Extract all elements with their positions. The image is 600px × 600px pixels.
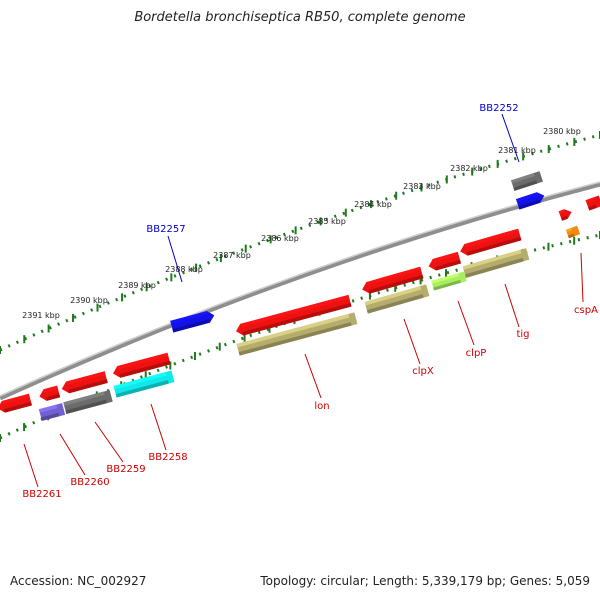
gene-label-leaders — [23, 113, 584, 488]
scale-tick-label: 2384 kbp — [354, 200, 392, 209]
gene-label[interactable]: BB2261 — [22, 489, 61, 500]
gene-label-leader — [504, 283, 520, 328]
gene-label[interactable]: BB2259 — [106, 464, 145, 475]
gene-block[interactable] — [427, 251, 462, 272]
gene-label[interactable]: clpP — [466, 348, 487, 359]
gene-block[interactable] — [558, 207, 574, 221]
outer-scale-ring — [0, 133, 600, 352]
gene-label[interactable]: BB2260 — [70, 477, 109, 488]
gene-block[interactable] — [462, 248, 530, 278]
gene-label[interactable]: BB2258 — [148, 452, 187, 463]
scale-tick-label: 2383 kbp — [403, 182, 441, 191]
gene-label[interactable]: clpX — [412, 366, 434, 377]
gene-block[interactable] — [431, 271, 467, 291]
gene-block[interactable] — [236, 312, 358, 356]
gene-block[interactable] — [459, 228, 522, 258]
gene-label[interactable]: lon — [314, 401, 329, 412]
gene-label-leader — [23, 443, 39, 488]
gene-label-leader — [580, 252, 584, 303]
gene-block[interactable] — [565, 225, 581, 239]
gene-label[interactable]: cspA — [574, 305, 598, 316]
scale-tick-label: 2382 kbp — [450, 164, 488, 173]
gene-label-leader — [403, 318, 421, 365]
gene-block[interactable] — [515, 190, 546, 210]
gene-block[interactable] — [0, 393, 32, 414]
gene-label-leader — [94, 421, 124, 463]
gene-label-leader — [501, 113, 520, 163]
gene-label[interactable]: BB2252 — [479, 103, 518, 114]
gene-label-leader — [457, 300, 475, 346]
scale-tick-label: 2391 kbp — [22, 311, 60, 320]
gene-block[interactable] — [585, 195, 600, 211]
gene-label-leader — [167, 235, 183, 283]
gene-block[interactable] — [234, 294, 352, 337]
genome-summary-text: Topology: circular; Length: 5,339,179 bp… — [260, 574, 590, 588]
scale-tick-label: 2381 kbp — [498, 146, 536, 155]
scale-tick-label: 2387 kbp — [213, 251, 251, 260]
gene-block[interactable] — [170, 310, 216, 333]
genome-backbone — [0, 181, 600, 401]
gene-block[interactable] — [38, 385, 61, 403]
gene-block[interactable] — [38, 403, 66, 421]
gene-label-leader — [150, 403, 167, 451]
gene-label[interactable]: BB2257 — [146, 224, 185, 235]
gene-block[interactable] — [63, 389, 113, 415]
gene-label-leader — [304, 353, 322, 399]
scale-tick-label: 2380 kbp — [543, 127, 581, 136]
scale-tick-label: 2385 kbp — [308, 217, 346, 226]
scale-tick-label: 2390 kbp — [70, 296, 108, 305]
gene-block[interactable] — [60, 371, 108, 394]
gene-label[interactable]: tig — [516, 329, 529, 340]
gene-labels: 2380 kbp 2381 kbp 2382 kbp 2383 kbp 2384 kbp… — [22, 103, 598, 500]
scale-tick-label: 2388 kbp — [165, 265, 203, 274]
genome-backbone-highlight — [0, 181, 600, 397]
map-title: Bordetella bronchiseptica RB50, complete… — [134, 10, 466, 25]
scale-tick-label: 2389 kbp — [118, 281, 156, 290]
gene-features — [0, 171, 600, 421]
gene-block[interactable] — [364, 284, 430, 314]
gene-label-leader — [59, 433, 86, 476]
gene-block[interactable] — [361, 266, 424, 296]
gene-block[interactable] — [113, 370, 175, 398]
accession-text: Accession: NC_002927 — [10, 574, 147, 588]
gene-block[interactable] — [511, 171, 543, 191]
gene-block[interactable] — [111, 352, 171, 380]
scale-tick-label: 2386 kbp — [261, 234, 299, 243]
